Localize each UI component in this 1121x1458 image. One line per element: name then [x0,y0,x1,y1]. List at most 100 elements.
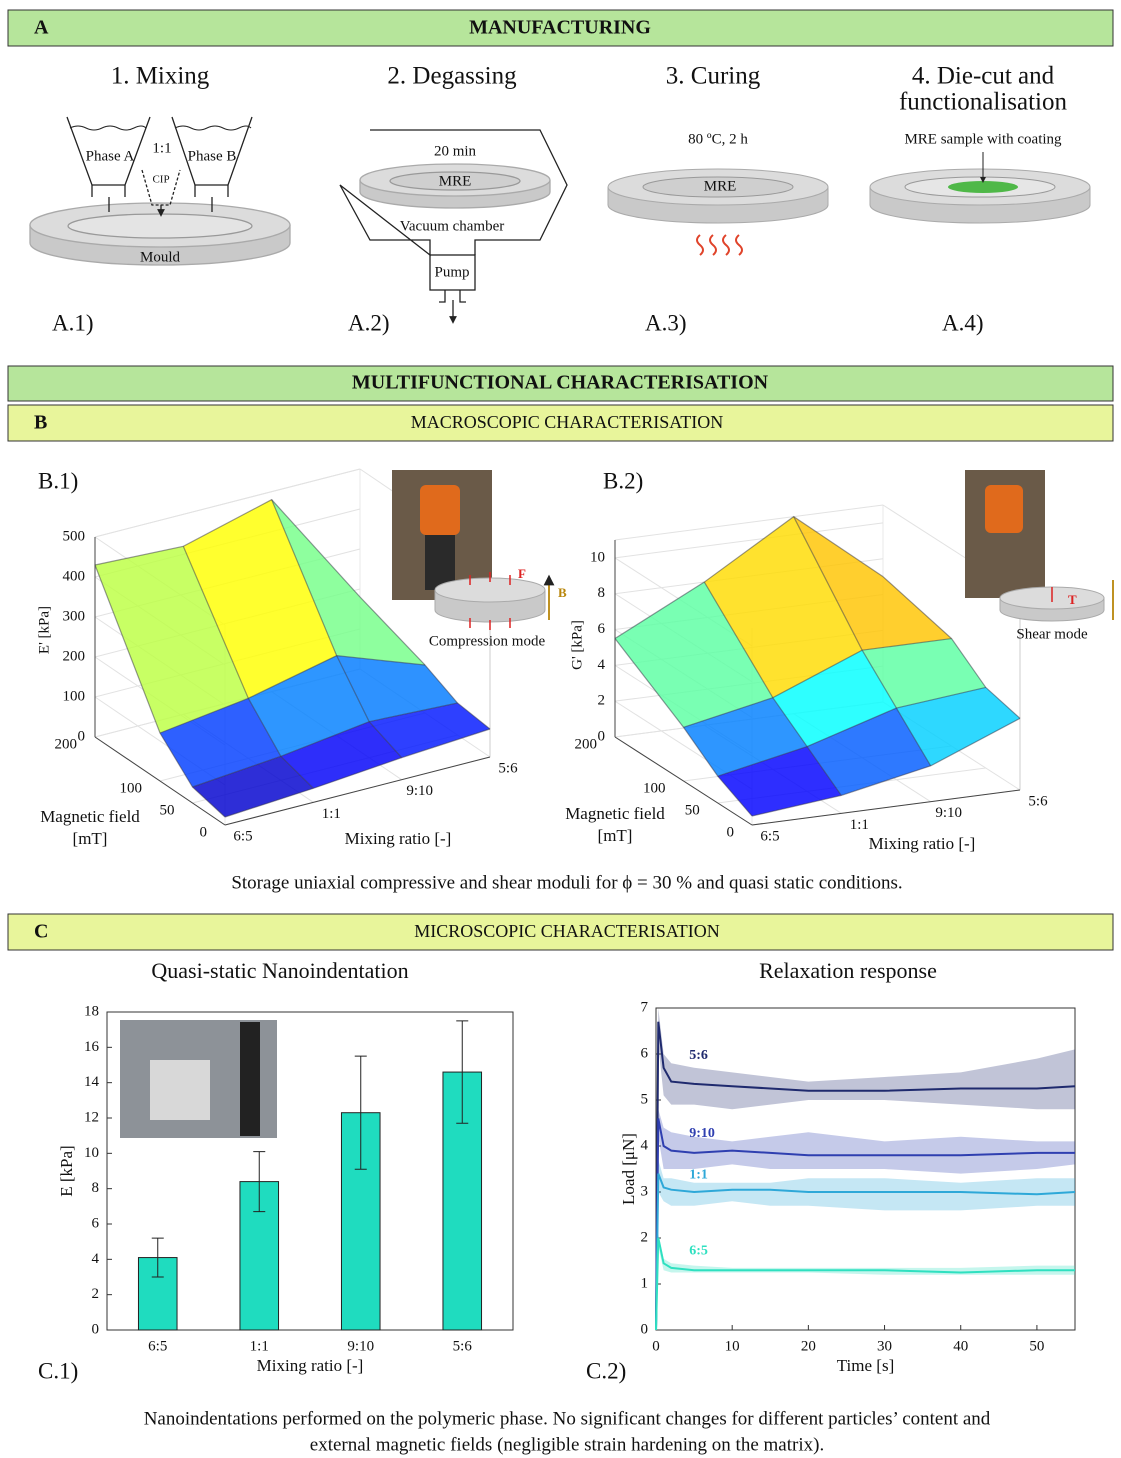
y-tick-label: 0 [727,824,735,840]
y-tick-label: 2 [92,1286,100,1302]
box-edge [615,505,883,540]
section-title: MACROSCOPIC CHARACTERISATION [411,412,724,432]
panel-label: B.1) [38,468,78,493]
y-axis-label: [mT] [598,826,633,845]
x-tick-label: 30 [877,1338,892,1354]
z-tick-label: 100 [63,688,86,704]
x-tick-label: 5:6 [1028,793,1048,809]
photo [420,485,460,535]
caption: Storage uniaxial compressive and shear m… [231,872,902,893]
y-tick-label: 0 [641,1321,649,1337]
y-tick-label: 1 [641,1275,649,1291]
x-tick-label: 6:5 [148,1338,167,1354]
inset-label: Shear mode [1016,626,1088,642]
x-axis-label: Time [s] [837,1356,894,1375]
caption: external magnetic fields (negligible str… [310,1434,824,1455]
x-tick-label: 0 [652,1338,660,1354]
diagram-label: MRE [439,173,472,189]
y-tick-label: 8 [92,1180,100,1196]
x-tick-label: 9:10 [406,783,433,799]
series-label: 9:10 [689,1126,715,1141]
y-tick-label: 2 [641,1229,649,1245]
panel-label: C.1) [38,1358,78,1383]
z-axis-label: E' [kPa] [36,606,52,654]
z-tick-label: 2 [598,693,606,709]
diagram-label: Vacuum chamber [400,218,505,234]
inset-label: B [558,585,567,600]
x-axis-label: Mixing ratio [-] [869,834,976,853]
y-tick-label: 200 [575,736,598,752]
x-tick-label: 6:5 [760,828,779,844]
x-tick-label: 20 [801,1338,816,1354]
chart-title: Quasi-static Nanoindentation [151,958,408,983]
step-title: 4. Die-cut and [912,63,1055,90]
chart-title: Relaxation response [759,958,937,983]
confidence-band [656,1233,1075,1330]
y-tick-label: 100 [643,780,666,796]
diagram-label: CIP [152,174,169,186]
inset-label: F [518,566,526,581]
y-tick-label: 10 [84,1145,99,1161]
panel-label: A.2) [348,310,390,335]
photo [240,1022,260,1136]
y-tick-label: 0 [200,824,208,840]
mixing-diagram [30,117,290,265]
step-title: 3. Curing [666,63,761,90]
inset-label: T [1068,592,1077,607]
panel-label: A.3) [645,310,687,335]
x-tick-label: 1:1 [850,817,869,833]
diecut-diagram [870,152,1090,223]
section-label: A [34,17,49,39]
y-tick-label: 4 [92,1251,100,1267]
inset-label: Compression mode [429,633,546,649]
z-tick-label: 300 [63,608,86,624]
z-tick-label: 10 [590,549,605,565]
x-tick-label: 9:10 [935,805,962,821]
photo [150,1060,210,1120]
y-tick-label: 0 [92,1321,100,1337]
diagram-label: Phase B [188,148,237,164]
line [656,1238,1075,1330]
z-tick-label: 8 [598,585,606,601]
diagram-label: Mould [140,249,181,265]
z-tick-label: 500 [63,528,86,544]
z-tick-label: 0 [78,728,86,744]
panel-label: A.4) [942,310,984,335]
series-label: 6:5 [689,1244,708,1259]
y-axis-label: Magnetic field [565,804,665,823]
y-tick-label: 18 [84,1003,99,1019]
y-axis-label: [mT] [73,829,108,848]
x-tick-label: 10 [725,1338,740,1354]
caption: Nanoindentations performed on the polyme… [144,1408,991,1429]
z-tick-label: 6 [598,621,606,637]
x-tick-label: 6:5 [233,828,252,844]
z-tick-label: 4 [598,657,606,673]
z-tick-label: 0 [598,728,606,744]
y-tick-label: 6 [92,1215,100,1231]
step-title: 1. Mixing [111,63,210,90]
y-tick-label: 3 [641,1183,649,1199]
panel-label: B.2) [603,468,643,493]
panel-label: C.2) [586,1358,626,1383]
diagram-label: 20 min [434,143,477,159]
y-tick-label: 12 [84,1109,99,1125]
x-tick-label: 5:6 [453,1338,473,1354]
figure: A MANUFACTURING 1. Mixing 2. Degassing 3… [0,0,1121,1458]
diagram-label: Phase A [86,148,135,164]
x-axis-label: Mixing ratio [-] [345,829,452,848]
z-axis-label: G' [kPa] [569,620,585,670]
panel-label: A.1) [52,310,94,335]
diagram-label: MRE sample with coating [904,131,1062,147]
y-tick-label: 50 [160,802,175,818]
y-axis-label: Magnetic field [40,807,140,826]
y-tick-label: 16 [84,1039,100,1055]
x-tick-label: 50 [1029,1338,1044,1354]
photo [985,485,1023,533]
x-tick-label: 40 [953,1338,968,1354]
x-tick-label: 5:6 [498,760,518,776]
x-axis-label: Mixing ratio [-] [257,1356,364,1375]
y-tick-label: 100 [120,780,143,796]
series-label: 5:6 [689,1048,708,1063]
confidence-band [656,1109,1075,1330]
section-title: MICROSCOPIC CHARACTERISATION [414,921,720,941]
